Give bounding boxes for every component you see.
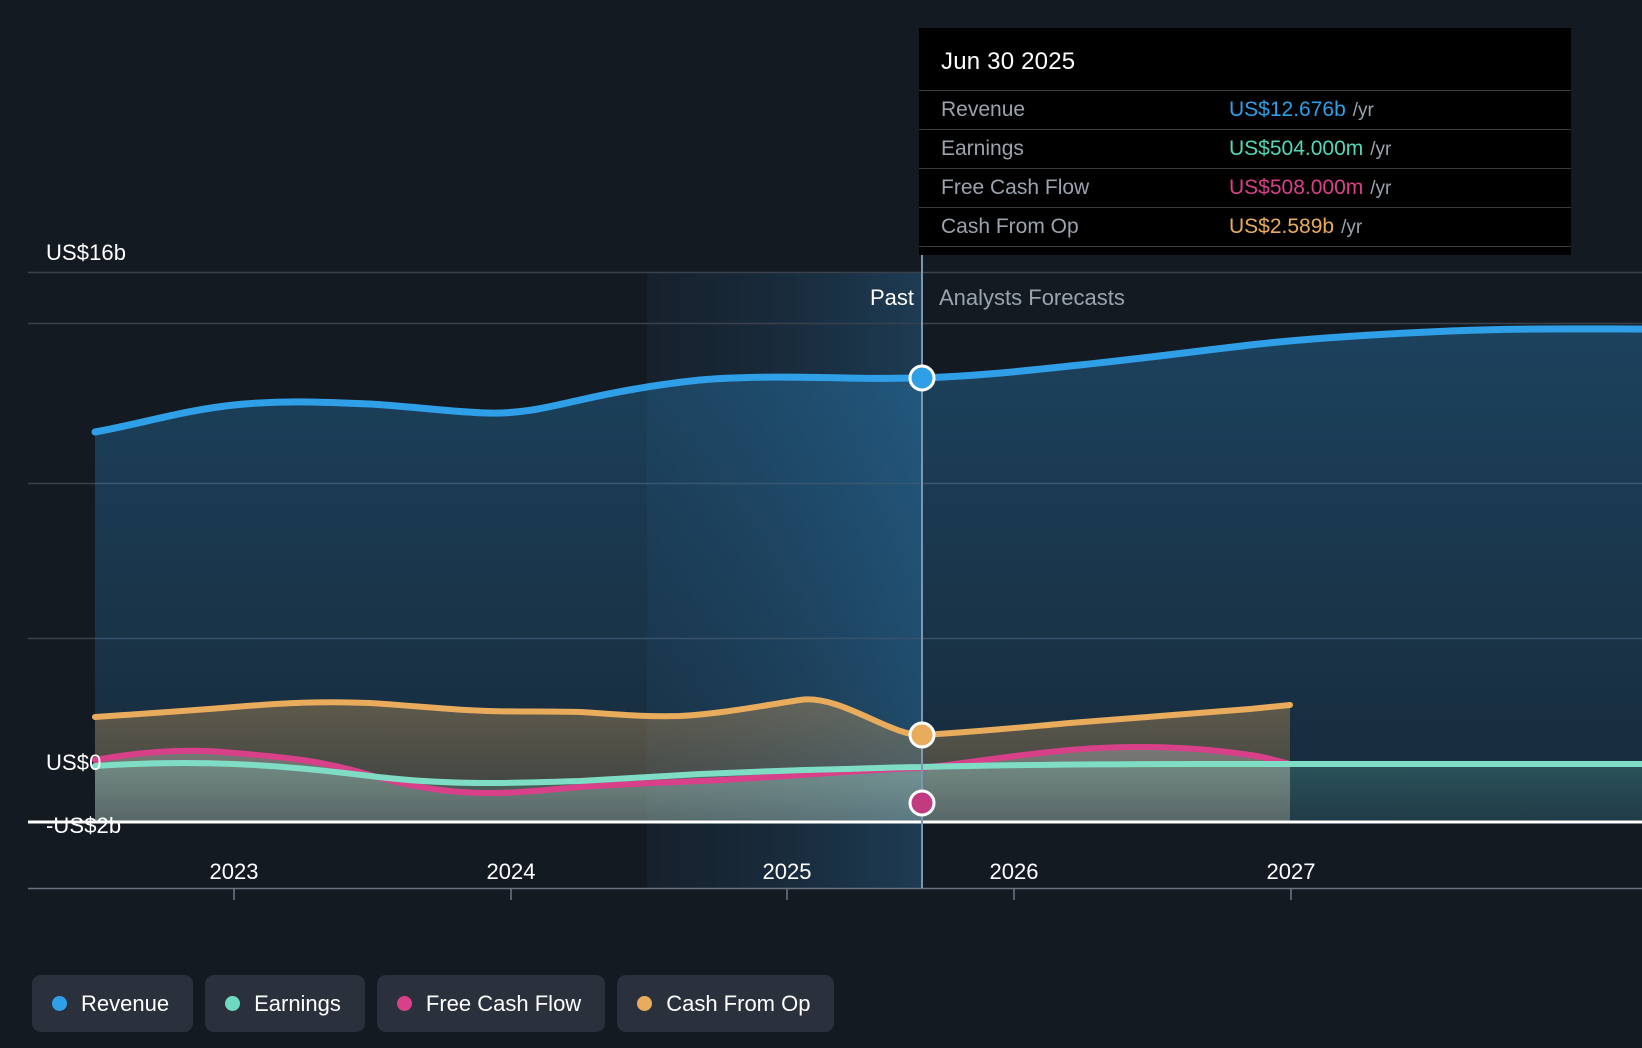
chart-legend: Revenue Earnings Free Cash Flow Cash Fro…: [32, 975, 835, 1032]
legend-dot-revenue-icon: [52, 996, 67, 1011]
tooltip-unit-cash-from-op: /yr: [1341, 217, 1363, 238]
tooltip-label-cash-from-op: Cash From Op: [941, 215, 1079, 238]
data-tooltip: Jun 30 2025 Revenue US$12.676b /yr Earni…: [919, 28, 1571, 255]
marker-revenue: [908, 364, 936, 392]
tooltip-unit-revenue: /yr: [1352, 100, 1374, 121]
tooltip-value-group-free-cash-flow: US$508.000m /yr: [1229, 176, 1549, 200]
tooltip-value-group-cash-from-op: US$2.589b /yr: [1229, 215, 1549, 239]
series-areas: [95, 328, 1642, 822]
tooltip-unit-free-cash-flow: /yr: [1370, 178, 1392, 199]
x-axis-label-2025: 2025: [762, 859, 812, 884]
tooltip-value-free-cash-flow: US$508.000m: [1229, 176, 1364, 199]
x-axis-label-2024: 2024: [486, 859, 536, 884]
legend-item-free-cash-flow[interactable]: Free Cash Flow: [376, 975, 606, 1032]
y-axis-label-bottom: -US$2b: [46, 813, 122, 838]
x-axis-label-2023: 2023: [209, 859, 259, 884]
tooltip-value-group-revenue: US$12.676b /yr: [1229, 98, 1549, 122]
tooltip-value-cash-from-op: US$2.589b: [1229, 215, 1335, 238]
y-axis-label-top: US$16b: [46, 240, 127, 265]
past-period-label: Past: [869, 285, 914, 310]
tooltip-label-revenue: Revenue: [941, 98, 1026, 121]
tooltip-row-free-cash-flow: Free Cash Flow US$508.000m /yr: [919, 168, 1571, 207]
line-cash-from-op: [92, 696, 1293, 739]
tooltip-label-earnings: Earnings: [941, 137, 1024, 160]
series-lines: [91, 325, 1642, 796]
tooltip-value-group-earnings: US$504.000m /yr: [1229, 137, 1549, 161]
legend-dot-earnings-icon: [225, 996, 241, 1011]
marker-free-cash-flow: [908, 789, 936, 817]
area-earnings: [95, 762, 1642, 822]
line-revenue: [91, 325, 1642, 436]
legend-item-earnings[interactable]: Earnings: [205, 975, 365, 1032]
area-cash-from-op: [95, 699, 1290, 822]
tooltip-value-earnings: US$504.000m: [1229, 137, 1364, 160]
line-earnings: [92, 759, 1642, 786]
marker-cash-from-op: [908, 721, 936, 749]
tooltip-unit-earnings: /yr: [1370, 139, 1392, 160]
legend-label-revenue: Revenue: [81, 990, 170, 1016]
past-highlight-band: [647, 272, 922, 888]
area-revenue: [95, 328, 1642, 822]
x-axis-label-2026: 2026: [989, 859, 1039, 884]
line-free-cash-flow: [92, 744, 1293, 796]
legend-item-cash-from-op[interactable]: Cash From Op: [617, 975, 835, 1032]
gridlines: [28, 271, 1642, 640]
legend-label-earnings: Earnings: [254, 990, 341, 1016]
legend-item-revenue[interactable]: Revenue: [32, 975, 194, 1032]
x-axis-label-2027: 2027: [1266, 859, 1316, 884]
tooltip-date: Jun 30 2025: [941, 48, 1076, 75]
area-free-cash-flow: [95, 747, 1290, 822]
legend-label-free-cash-flow: Free Cash Flow: [425, 990, 582, 1016]
tooltip-label-free-cash-flow: Free Cash Flow: [941, 176, 1090, 199]
divider-markers: [908, 364, 936, 817]
tooltip-row-cash-from-op: Cash From Op US$2.589b /yr: [919, 207, 1571, 247]
tooltip-value-revenue: US$12.676b: [1229, 98, 1346, 121]
legend-label-cash-from-op: Cash From Op: [666, 990, 811, 1016]
tooltip-row-revenue: Revenue US$12.676b /yr: [919, 90, 1571, 129]
y-axis-label-zero: US$0: [46, 750, 102, 775]
forecast-period-label: Analysts Forecasts: [939, 285, 1125, 310]
x-axis-ticks: [233, 888, 1292, 900]
legend-dot-free-cash-flow-icon: [396, 996, 412, 1011]
legend-dot-cash-from-op-icon: [637, 996, 653, 1011]
tooltip-row-earnings: Earnings US$504.000m /yr: [919, 129, 1571, 168]
